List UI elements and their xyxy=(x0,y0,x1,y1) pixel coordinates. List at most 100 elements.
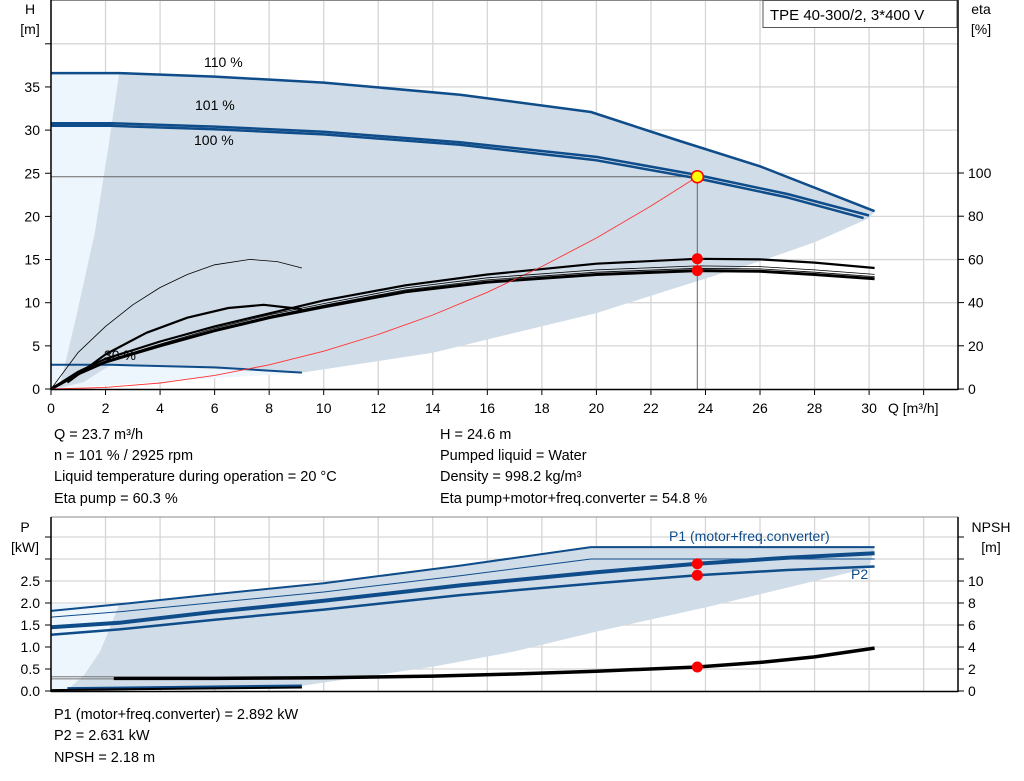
info-q: Q = 23.7 m³/h xyxy=(54,427,143,443)
curve-p1-max xyxy=(50,546,875,612)
q-tick-label: 26 xyxy=(752,400,768,416)
marker-p2 xyxy=(691,569,703,581)
eta-axis-title: eta xyxy=(971,1,991,17)
info-p1: P1 (motor+freq.converter) = 2.892 kW xyxy=(54,707,298,723)
q-tick-label: 20 xyxy=(589,400,605,416)
label-101: 101 % xyxy=(195,97,235,113)
h-tick-label: 25 xyxy=(24,165,40,181)
npsh-tick-label: 4 xyxy=(968,639,976,655)
low-flow-region xyxy=(51,604,302,691)
bottom-operating-region xyxy=(51,547,875,691)
curve-p-30-black xyxy=(50,686,302,692)
h-tick-label: 20 xyxy=(24,208,40,224)
q-tick-label: 24 xyxy=(698,400,714,416)
npsh-tick-label: 0 xyxy=(968,683,976,699)
npsh-axis-title: NPSH xyxy=(972,519,1011,535)
q-tick-label: 6 xyxy=(211,400,219,416)
h-tick-label: 10 xyxy=(24,295,40,311)
curve-p1-thin xyxy=(50,558,875,618)
eta-tick-label: 40 xyxy=(968,295,984,311)
bottom-chart-curves xyxy=(50,546,875,692)
info-h: H = 24.6 m xyxy=(440,427,511,443)
p-axis-unit: [kW] xyxy=(11,539,39,555)
eta-tick-label: 80 xyxy=(968,208,984,224)
info-eta-total: Eta pump+motor+freq.converter = 54.8 % xyxy=(440,491,707,507)
q-tick-label: 14 xyxy=(425,400,441,416)
eta-axis-unit: [%] xyxy=(971,21,991,37)
q-tick-label: 8 xyxy=(265,400,273,416)
eta-tick-label: 60 xyxy=(968,251,984,267)
info-eta-pump: Eta pump = 60.3 % xyxy=(54,491,178,507)
curve-eta-pump xyxy=(50,257,875,390)
q-tick-label: 28 xyxy=(807,400,823,416)
curve-h-100 xyxy=(51,124,864,220)
curve-npsh xyxy=(113,646,875,681)
label-100: 100 % xyxy=(194,132,234,148)
curve-eta-intermediate xyxy=(50,267,875,390)
info-liquid: Pumped liquid = Water xyxy=(440,448,587,464)
h-tick-label: 15 xyxy=(24,252,40,268)
p-axis-title: P xyxy=(20,519,29,535)
curve-eta-intermediate xyxy=(50,265,875,390)
marker-eta-pump xyxy=(691,253,703,265)
curve-h-101 xyxy=(51,121,870,217)
p-tick-label: 0.0 xyxy=(21,683,41,699)
marker-p1 xyxy=(691,558,703,570)
low-flow-region xyxy=(51,73,302,389)
info-p2: P2 = 2.631 kW xyxy=(54,728,150,744)
curve-eta-total xyxy=(50,269,875,391)
q-tick-label: 10 xyxy=(316,400,332,416)
curve-p2 xyxy=(50,565,875,636)
h-axis-unit: [m] xyxy=(20,21,39,37)
info-npsh: NPSH = 2.18 m xyxy=(54,750,155,766)
npsh-tick-label: 2 xyxy=(968,661,976,677)
label-p1: P1 (motor+freq.converter) xyxy=(669,528,830,544)
p-tick-label: 0.5 xyxy=(21,661,41,677)
label-30: 30 % xyxy=(104,347,136,363)
h-tick-label: 0 xyxy=(32,381,40,397)
q-tick-label: 2 xyxy=(102,400,110,416)
legend-text: TPE 40-300/2, 3*400 V xyxy=(770,7,924,24)
curve-p1 xyxy=(50,551,875,630)
h-tick-label: 35 xyxy=(24,79,40,95)
q-tick-label: 0 xyxy=(47,400,55,416)
operating-region xyxy=(67,547,875,690)
q-tick-label: 22 xyxy=(643,400,659,416)
q-axis-title: Q [m³/h] xyxy=(888,400,939,416)
eta-tick-label: 100 xyxy=(968,165,992,181)
npsh-axis-unit: [m] xyxy=(981,539,1000,555)
npsh-tick-label: 10 xyxy=(968,573,984,589)
label-p2: P2 xyxy=(851,566,868,582)
top-chart-curves xyxy=(50,71,876,391)
p-tick-label: 2.0 xyxy=(21,595,41,611)
curve-p-30-blue xyxy=(67,684,302,690)
label-110: 110 % xyxy=(204,54,243,70)
npsh-tick-label: 8 xyxy=(968,595,976,611)
h-tick-label: 30 xyxy=(24,122,40,138)
duty-point-marker xyxy=(690,169,705,184)
q-tick-label: 18 xyxy=(534,400,550,416)
p-tick-label: 1.5 xyxy=(21,617,41,633)
info-n: n = 101 % / 2925 rpm xyxy=(54,448,193,464)
npsh-tick-label: 6 xyxy=(968,617,976,633)
q-tick-label: 4 xyxy=(156,400,164,416)
info-temp: Liquid temperature during operation = 20… xyxy=(54,469,337,485)
p-tick-label: 2.5 xyxy=(21,573,41,589)
bottom-chart-axes: 0.0 0.5 1.0 1.5 2.0 2.5 0 2 4 6 8 10 xyxy=(21,517,984,699)
p-tick-label: 1.0 xyxy=(21,639,41,655)
eta-tick-label: 0 xyxy=(968,381,976,397)
top-operating-region xyxy=(51,73,875,389)
q-tick-label: 16 xyxy=(480,400,496,416)
h-axis-title: H xyxy=(25,1,35,17)
top-chart-axes: 0 2 4 6 8 10 12 14 16 18 20 22 24 26 28 300510152025303… xyxy=(24,0,992,416)
q-tick-label: 12 xyxy=(370,400,386,416)
q-tick-label: 30 xyxy=(861,400,877,416)
eta-tick-label: 20 xyxy=(968,338,984,354)
marker-eta-total xyxy=(691,265,703,277)
curve-eta-total-30 xyxy=(66,303,303,384)
curve-h-30 xyxy=(51,363,302,374)
curve-eta-pump-30 xyxy=(50,258,303,390)
marker-npsh xyxy=(691,661,703,673)
legend-box xyxy=(762,0,958,28)
